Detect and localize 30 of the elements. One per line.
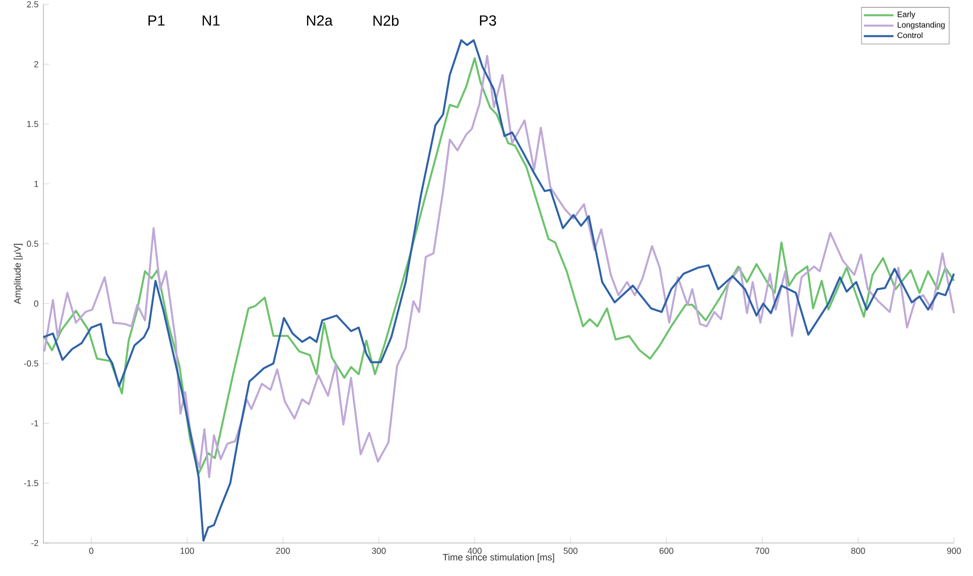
legend-label: Longstanding (898, 22, 945, 30)
x-tick-label: 300 (372, 548, 386, 554)
x-tick-label: 800 (851, 548, 866, 554)
x-tick-label: 100 (180, 548, 194, 554)
y-tick-label: 2.5 (27, 1, 38, 8)
y-tick-label: -2 (31, 540, 38, 546)
annotation: P1 (148, 15, 165, 26)
x-tick-label: 600 (660, 548, 674, 554)
x-tick-label: 200 (276, 548, 290, 554)
x-axis-title: Time since stimulation [ms] (442, 554, 554, 562)
x-tick-label: 700 (755, 548, 770, 554)
y-tick-label: 1.5 (27, 121, 38, 128)
y-tick-label: -1.5 (24, 480, 38, 486)
legend-label: Early (898, 11, 916, 19)
x-tick-label: 400 (468, 548, 482, 554)
y-tick-label: 1 (34, 180, 38, 187)
y-tick-label: 0.5 (26, 240, 38, 247)
y-axis-title: Amplitude [μV] (14, 244, 23, 304)
y-tick-label: 2 (34, 61, 38, 68)
x-tick-label: 900 (947, 548, 961, 554)
legend-label: Control (898, 32, 922, 38)
annotation: N1 (202, 15, 220, 26)
y-tick-label: -1 (31, 420, 38, 426)
y-tick-label: 0 (34, 300, 38, 307)
annotation: N2a (307, 15, 333, 26)
x-tick-label: 0 (89, 548, 94, 554)
x-tick-label: 500 (564, 548, 578, 554)
annotation: N2b (374, 15, 399, 26)
annotation: P3 (480, 15, 496, 26)
y-tick-label: -0.5 (24, 360, 38, 367)
